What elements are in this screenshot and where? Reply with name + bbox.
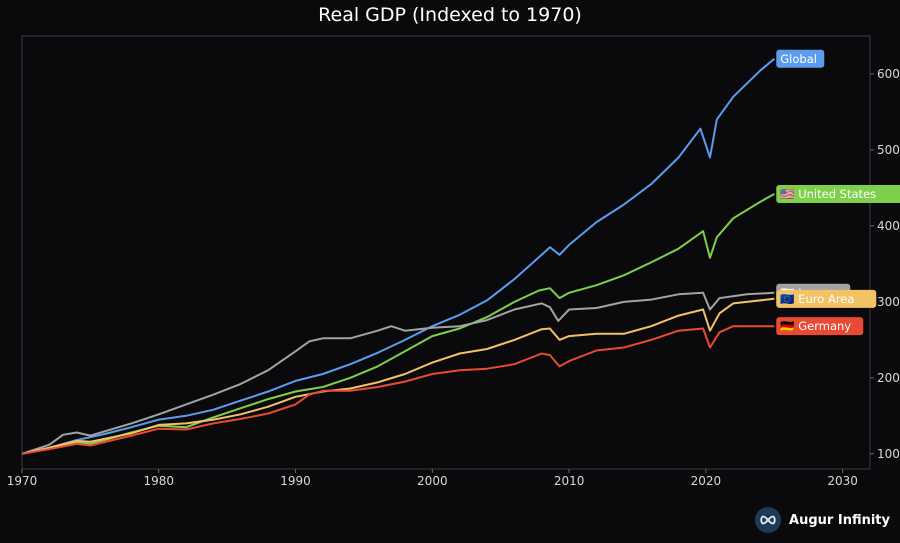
series-line-japan xyxy=(21,291,775,455)
end-label-box xyxy=(776,289,877,308)
x-tick-label: 1990 xyxy=(280,474,311,488)
y-tick-label: 300 xyxy=(877,295,900,309)
end-label-germany: 🇩🇪 Germany xyxy=(776,317,864,336)
y-tick-label: 200 xyxy=(877,371,900,385)
series-end-labels: Global🇺🇸 United States🇯🇵 Japan🇪🇺 Euro Ar… xyxy=(776,49,900,336)
end-label-text: 🇪🇺 Euro Area xyxy=(780,292,854,306)
end-label-box xyxy=(776,49,825,68)
y-tick-label: 500 xyxy=(877,143,900,157)
end-label-text: 🇺🇸 United States xyxy=(780,187,876,201)
x-tick-label: 2030 xyxy=(827,474,858,488)
x-tick-label: 2010 xyxy=(554,474,585,488)
infinity-icon xyxy=(755,507,782,533)
brand-name: Augur Infinity xyxy=(789,512,890,528)
y-axis: 100 200 300 400 500 600 xyxy=(870,67,900,461)
end-label-euro-area: 🇪🇺 Euro Area xyxy=(776,289,877,308)
chart-title: Real GDP (Indexed to 1970) xyxy=(318,4,582,26)
series-line-united-states xyxy=(21,193,775,455)
x-tick-label: 1980 xyxy=(144,474,175,488)
plot-frame xyxy=(21,35,871,470)
y-tick-label: 100 xyxy=(877,447,900,461)
end-label-text: 🇩🇪 Germany xyxy=(780,319,851,333)
x-axis: 1970 1980 1990 2000 2010 2020 2030 xyxy=(7,469,858,488)
end-label-united-states: 🇺🇸 United States xyxy=(776,185,900,204)
brand: Augur Infinity xyxy=(755,507,890,533)
end-label-box xyxy=(776,317,864,336)
x-tick-label: 2020 xyxy=(691,474,722,488)
series-line-germany xyxy=(21,325,775,455)
x-tick-label: 2000 xyxy=(417,474,448,488)
end-label-text: Global xyxy=(780,52,817,66)
series-lines xyxy=(21,58,775,455)
y-tick-label: 600 xyxy=(877,67,900,81)
y-tick-label: 400 xyxy=(877,219,900,233)
series-line-euro-area xyxy=(21,297,775,455)
series-line-global xyxy=(21,58,775,455)
x-tick-label: 1970 xyxy=(7,474,38,488)
end-label-box xyxy=(776,185,900,204)
end-label-global: Global xyxy=(776,49,825,68)
